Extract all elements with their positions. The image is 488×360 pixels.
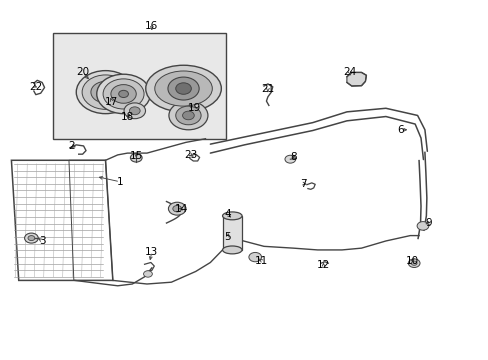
Circle shape (24, 233, 38, 243)
Circle shape (28, 235, 35, 240)
Circle shape (407, 259, 419, 267)
Text: 4: 4 (224, 209, 230, 219)
Text: 14: 14 (174, 204, 187, 214)
Text: 10: 10 (406, 256, 418, 266)
Circle shape (143, 271, 152, 277)
Text: 1: 1 (117, 177, 123, 187)
Ellipse shape (145, 65, 221, 112)
Circle shape (248, 252, 261, 262)
Circle shape (285, 155, 295, 163)
Circle shape (129, 107, 140, 115)
Text: 19: 19 (188, 103, 201, 113)
Ellipse shape (222, 212, 242, 220)
Text: 20: 20 (76, 67, 89, 77)
Text: 24: 24 (343, 67, 356, 77)
Text: 21: 21 (261, 84, 274, 94)
Circle shape (119, 90, 128, 98)
Text: 6: 6 (396, 125, 403, 135)
Circle shape (167, 77, 199, 100)
Circle shape (82, 75, 129, 109)
Text: 8: 8 (289, 152, 296, 162)
Text: 3: 3 (39, 236, 45, 246)
Text: 13: 13 (145, 247, 158, 257)
Bar (53, 33, 226, 139)
Circle shape (168, 101, 207, 130)
Text: 22: 22 (29, 82, 42, 92)
Circle shape (182, 111, 194, 120)
Circle shape (175, 83, 191, 94)
Circle shape (410, 261, 416, 265)
Text: 2: 2 (68, 141, 75, 151)
Circle shape (172, 206, 181, 212)
Text: 18: 18 (121, 112, 134, 122)
Text: 7: 7 (299, 179, 305, 189)
Polygon shape (346, 72, 366, 86)
Text: 12: 12 (316, 260, 329, 270)
Text: 9: 9 (425, 218, 431, 228)
Circle shape (124, 103, 145, 119)
Circle shape (130, 153, 142, 162)
Text: 5: 5 (224, 232, 230, 242)
Circle shape (91, 81, 120, 103)
Text: 16: 16 (145, 21, 158, 31)
Circle shape (175, 106, 201, 125)
Circle shape (111, 85, 136, 103)
Text: 15: 15 (129, 150, 142, 161)
Circle shape (416, 222, 428, 230)
Text: 17: 17 (105, 97, 118, 107)
Text: 11: 11 (254, 256, 267, 266)
Ellipse shape (222, 246, 242, 254)
Bar (222, 216, 242, 250)
Text: 23: 23 (184, 150, 197, 160)
Circle shape (100, 88, 111, 96)
Circle shape (168, 202, 185, 215)
Circle shape (103, 79, 144, 109)
Circle shape (97, 74, 150, 114)
Ellipse shape (155, 71, 212, 106)
Circle shape (76, 71, 135, 114)
